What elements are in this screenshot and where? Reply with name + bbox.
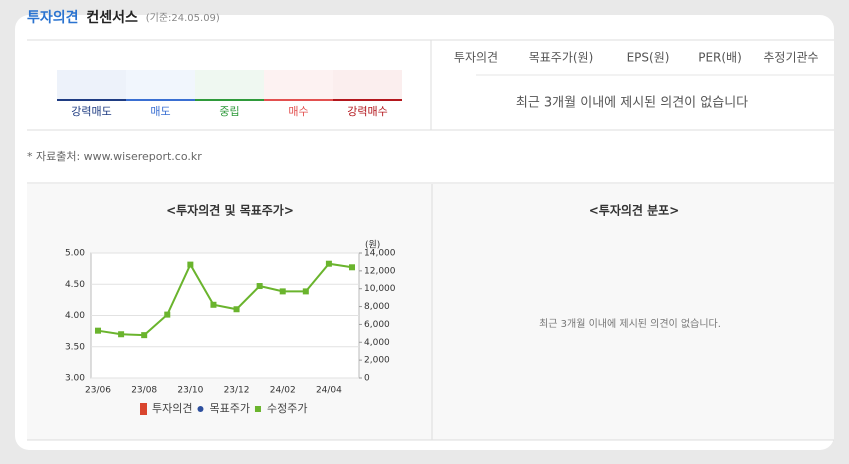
scale-box: [57, 70, 126, 100]
y-tick-label: 3.00: [65, 374, 85, 384]
chart-title: <투자의견 및 목표주가>: [166, 203, 294, 218]
y2-tick-label: 4,000: [364, 338, 390, 348]
point: [164, 311, 171, 318]
legend-marker: [254, 406, 261, 412]
point: [187, 261, 194, 268]
table-header: EPS(원): [627, 51, 670, 65]
y2-tick-label: 8,000: [364, 302, 390, 312]
x-tick-label: 24/02: [270, 386, 296, 396]
distribution-title: <투자의견 분포>: [589, 203, 680, 218]
scale-label: 강력매수: [347, 105, 387, 118]
y-tick-label: 4.50: [65, 280, 85, 290]
table-header: PER(배): [698, 51, 742, 65]
scale-box: [195, 70, 264, 100]
point: [210, 301, 217, 308]
scale-label: 매도: [150, 105, 170, 118]
y2-axis-label: (원): [365, 240, 380, 251]
table-header: 추정기관수: [763, 51, 818, 65]
y2-tick-label: 6,000: [364, 320, 390, 330]
legend-label: 수정주가: [267, 402, 307, 415]
table-message: 최근 3개월 이내에 제시된 의견이 없습니다: [516, 96, 748, 111]
y2-tick-label: 12,000: [364, 266, 396, 276]
y2-tick-label: 10,000: [364, 284, 396, 294]
scale-box: [333, 70, 402, 100]
header-title: 투자의견: [27, 9, 79, 26]
scale-box: [264, 70, 333, 100]
header-subtitle: 컨센서스: [86, 9, 138, 26]
y2-tick-label: 14,000: [364, 249, 396, 259]
x-tick-label: 23/10: [177, 386, 203, 396]
source: * 자료출처: www.wisereport.co.kr: [27, 150, 202, 163]
header: 투자의견 컨센서스 (기준:24.05.09): [27, 9, 220, 26]
point: [256, 283, 263, 290]
y-tick-label: 5.00: [65, 249, 85, 259]
scale-label: 강력매도: [71, 105, 111, 118]
x-tick-label: 23/12: [224, 386, 250, 396]
header-date: (기준:24.05.09): [146, 12, 220, 24]
scale-label: 중립: [219, 105, 239, 118]
scale-box: [126, 70, 195, 100]
point: [349, 264, 355, 271]
legend-label: 목표주가: [209, 402, 249, 415]
point: [325, 260, 332, 267]
point: [141, 332, 148, 339]
legend-marker: [140, 403, 147, 415]
legend-marker: [197, 406, 204, 412]
point: [302, 288, 309, 295]
point: [95, 327, 101, 334]
y-tick-label: 4.00: [65, 311, 85, 321]
table-header: 목표주가(원): [529, 51, 594, 65]
table-header: 투자의견: [454, 51, 498, 65]
y-tick-label: 3.50: [65, 342, 85, 352]
legend-label: 투자의견: [152, 402, 192, 415]
x-tick-label: 23/06: [85, 386, 111, 396]
distribution-message: 최근 3개월 이내에 제시된 의견이 없습니다.: [539, 317, 721, 330]
y2-tick-label: 2,000: [364, 356, 390, 366]
point: [233, 306, 240, 313]
scale-label: 매수: [288, 105, 308, 118]
series-line: [97, 262, 353, 337]
point: [118, 331, 125, 338]
point: [279, 288, 286, 295]
y2-tick-label: 0: [364, 374, 370, 384]
x-tick-label: 24/04: [316, 386, 342, 396]
x-tick-label: 23/08: [131, 386, 157, 396]
